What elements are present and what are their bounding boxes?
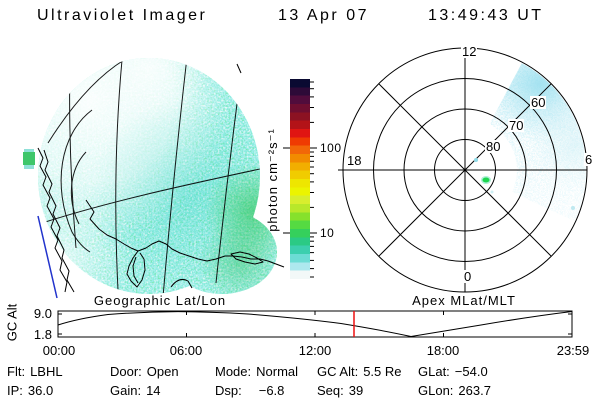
mlt-label-12: 12 xyxy=(461,44,478,59)
status-seq-value: 39 xyxy=(348,383,364,398)
mlat-ring-label-70: 70 xyxy=(508,118,525,133)
geo-panel-caption: Geographic Lat/Lon xyxy=(93,293,227,308)
gc-alt-ymax: 9.0 xyxy=(33,306,52,321)
polar-panel-caption: Apex MLat/MLT xyxy=(412,293,516,308)
status-mode: Mode: Normal xyxy=(215,364,298,383)
colorbar-unit-label: photon cm⁻²s⁻¹ xyxy=(265,128,280,232)
status-seq-label: Seq: xyxy=(317,383,344,398)
status-col-5: GLat: −54.0 GLon: 263.7 xyxy=(418,364,491,400)
status-gcalt-label: GC Alt: xyxy=(317,364,359,379)
gc-alt-axis-label: GC Alt xyxy=(4,303,20,342)
status-ip-label: IP: xyxy=(7,383,23,398)
colorbar-scale xyxy=(290,79,310,279)
orbit-track-line xyxy=(37,215,58,299)
status-glon: GLon: 263.7 xyxy=(418,383,491,400)
app-title: Ultraviolet Imager xyxy=(37,7,208,24)
status-gcalt: GC Alt: 5.5 Re xyxy=(317,364,402,383)
mlat-ring-label-60: 60 xyxy=(530,95,547,110)
offdisk-data-blob xyxy=(23,149,35,169)
xtick-1200: 12:00 xyxy=(298,343,332,358)
status-col-3: Mode: Normal Dsp: −6.8 xyxy=(215,364,298,400)
status-gain: Gain: 14 xyxy=(110,383,179,400)
geo-uv-image xyxy=(23,58,285,299)
status-mode-value: Normal xyxy=(256,364,299,379)
status-gain-label: Gain: xyxy=(110,383,142,398)
colorbar-tick-100: 100 xyxy=(320,141,342,155)
status-flt: Flt: LBHL xyxy=(7,364,63,383)
status-glon-label: GLon: xyxy=(418,383,454,398)
status-glat-value: −54.0 xyxy=(454,364,488,379)
gc-alt-plot xyxy=(57,310,573,338)
status-flt-label: Flt: xyxy=(7,364,26,379)
status-seq: Seq: 39 xyxy=(317,383,402,400)
status-door-label: Door: xyxy=(110,364,142,379)
status-door-value: Open xyxy=(146,364,179,379)
gc-alt-ymin: 1.8 xyxy=(33,327,52,342)
status-glat: GLat: −54.0 xyxy=(418,364,491,383)
mlt-label-0: 0 xyxy=(463,269,473,284)
polar-grid xyxy=(338,47,588,293)
xtick-0600: 06:00 xyxy=(169,343,203,358)
status-dsp-label: Dsp: xyxy=(215,383,242,398)
status-col-2: Door: Open Gain: 14 xyxy=(110,364,179,400)
status-col-4: GC Alt: 5.5 Re Seq: 39 xyxy=(317,364,402,400)
status-glon-value: 263.7 xyxy=(458,383,491,398)
gc-alt-curve xyxy=(57,311,573,338)
xtick-0000: 00:00 xyxy=(42,343,76,358)
status-col-1: Flt: LBHL IP: 36.0 xyxy=(7,364,63,400)
date-display: 13 Apr 07 xyxy=(278,7,369,24)
status-ip-value: 36.0 xyxy=(27,383,54,398)
colorbar-tick-10: 10 xyxy=(320,226,335,240)
status-glat-label: GLat: xyxy=(418,364,450,379)
polar-data-spots xyxy=(474,158,575,210)
status-mode-label: Mode: xyxy=(215,364,252,379)
status-gain-value: 14 xyxy=(146,383,161,398)
mlt-label-18: 18 xyxy=(346,153,363,168)
colorbar-axis xyxy=(283,81,317,278)
polar-uv-image xyxy=(338,47,588,293)
status-dsp: Dsp: −6.8 xyxy=(215,383,298,400)
mlat-ring-label-80: 80 xyxy=(485,139,502,154)
status-gcalt-value: 5.5 Re xyxy=(363,364,402,379)
xtick-2359: 23:59 xyxy=(556,343,590,358)
status-ip: IP: 36.0 xyxy=(7,383,63,400)
xtick-1800: 18:00 xyxy=(426,343,460,358)
status-door: Door: Open xyxy=(110,364,179,383)
time-display: 13:49:43 UT xyxy=(428,7,544,24)
status-flt-value: LBHL xyxy=(30,364,63,379)
coastlines xyxy=(37,63,285,293)
status-dsp-value: −6.8 xyxy=(258,383,285,398)
mlt-label-6: 6 xyxy=(584,152,594,167)
